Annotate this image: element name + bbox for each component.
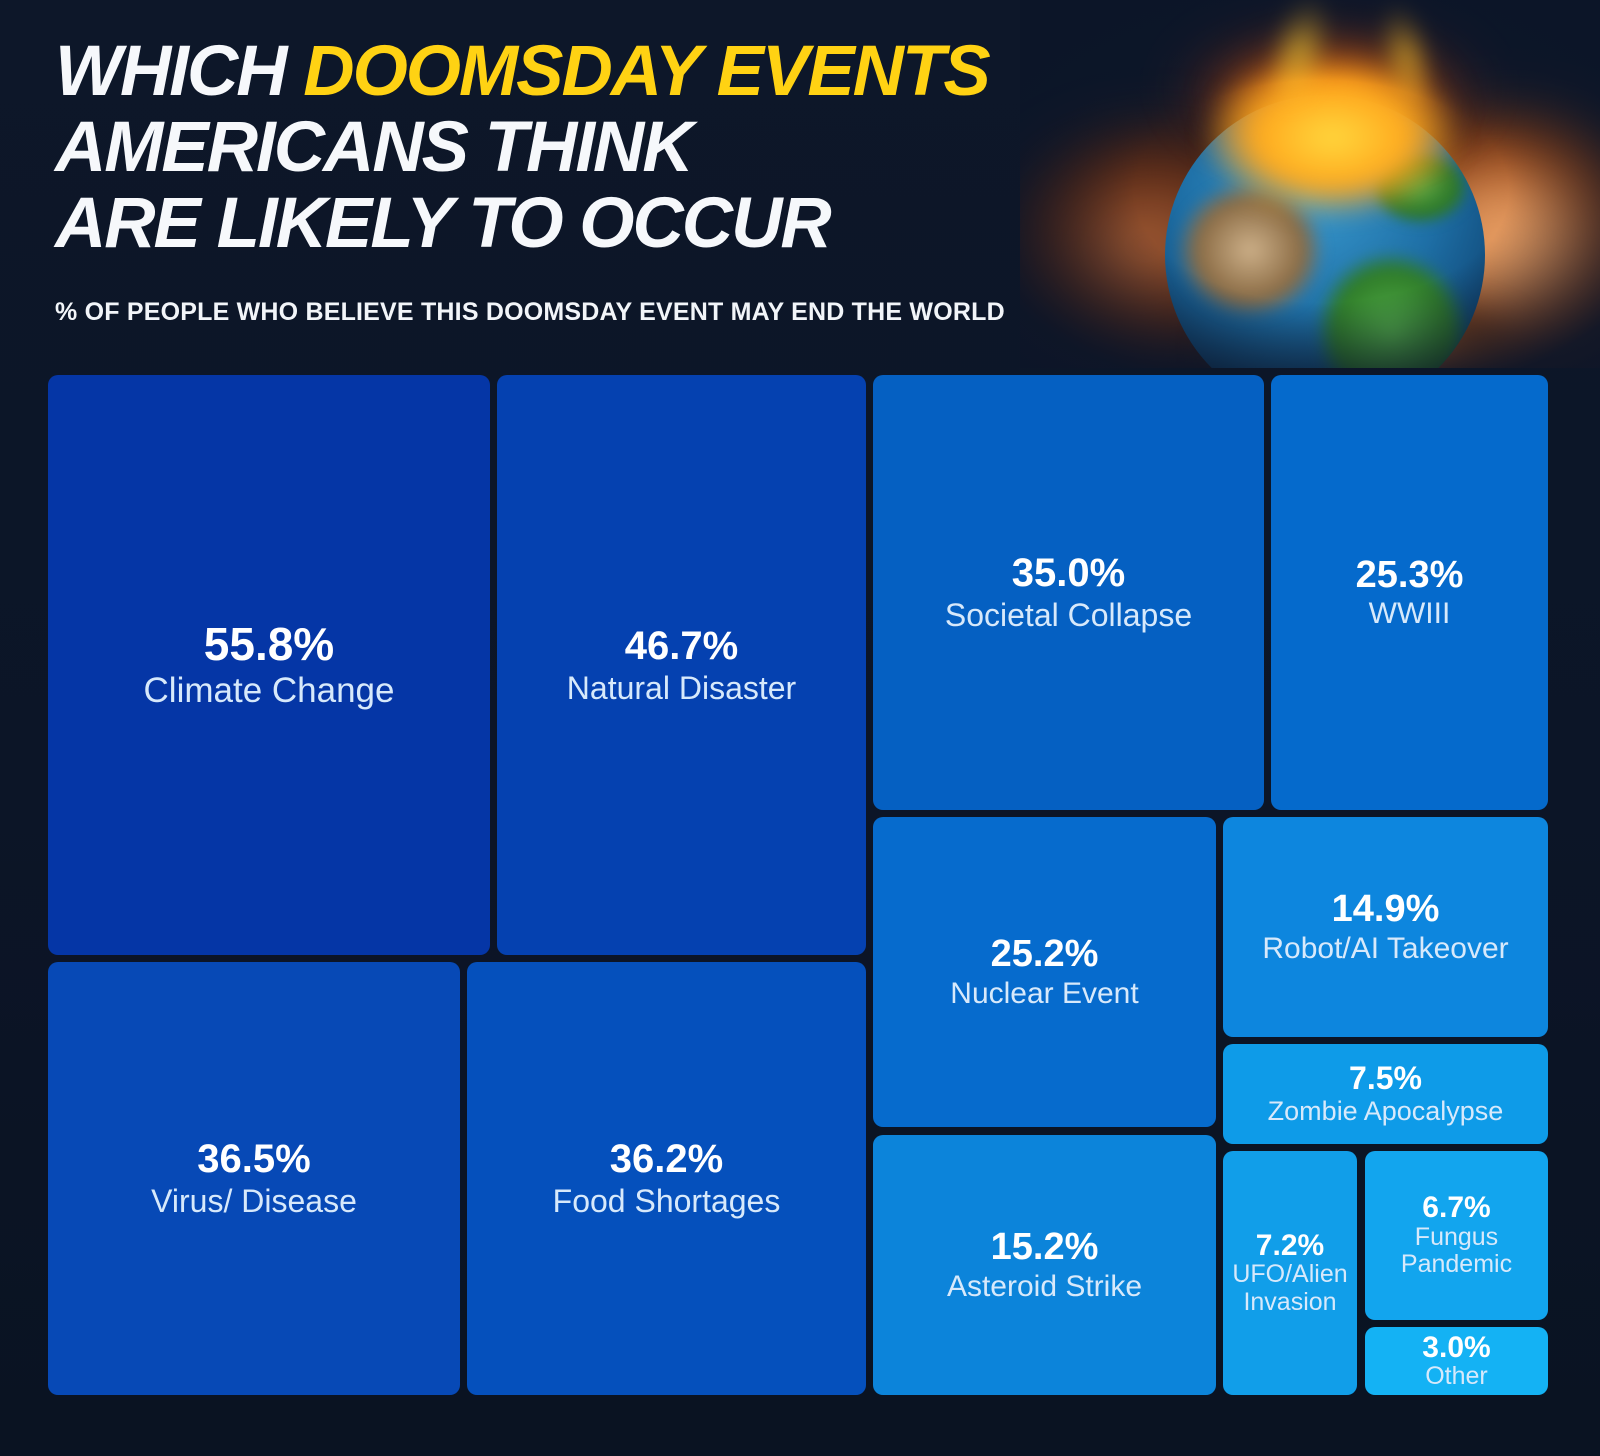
treemap-tile-ufo-alien-invasion: 7.2% UFO/Alien Invasion — [1223, 1151, 1357, 1395]
treemap-tile-natural-disaster: 46.7% Natural Disaster — [497, 375, 866, 955]
tile-value: 7.5% — [1349, 1059, 1422, 1096]
treemap-tile-wwiii: 25.3% WWIII — [1271, 375, 1548, 810]
tile-label: Zombie Apocalypse — [1267, 1096, 1504, 1127]
tile-value: 15.2% — [990, 1226, 1099, 1269]
treemap-tile-asteroid-strike: 15.2% Asteroid Strike — [873, 1135, 1216, 1395]
title-line-3: Are Likely To Occur — [55, 184, 832, 263]
header: Which Doomsday Events Americans Think Ar… — [55, 34, 1055, 327]
tile-value: 3.0% — [1422, 1330, 1491, 1364]
tile-value: 7.2% — [1255, 1228, 1325, 1262]
title-highlight-doomsday-events: Doomsday Events — [303, 32, 990, 111]
tile-value: 14.9% — [1331, 888, 1440, 931]
vignette-overlay — [1020, 0, 1600, 368]
page-title: Which Doomsday Events Americans Think Ar… — [55, 34, 1055, 262]
title-line-2: Americans Think — [55, 108, 694, 187]
tile-value: 36.2% — [609, 1137, 724, 1182]
treemap-tile-fungus-pandemic: 6.7% Fungus Pandemic — [1365, 1151, 1548, 1320]
tile-label: Food Shortages — [552, 1183, 781, 1220]
tile-label: Robot/AI Takeover — [1262, 931, 1509, 965]
chart-subtitle: % of people who believe this doomsday ev… — [55, 298, 1005, 326]
tile-label: Fungus Pandemic — [1400, 1222, 1513, 1279]
treemap-tile-societal-collapse: 35.0% Societal Collapse — [873, 375, 1264, 810]
tile-label: Nuclear Event — [950, 976, 1139, 1010]
tile-label: Societal Collapse — [944, 597, 1193, 634]
tile-label: Other — [1425, 1362, 1488, 1390]
tile-label: Climate Change — [143, 671, 395, 711]
treemap-tile-food-shortages: 36.2% Food Shortages — [467, 962, 866, 1395]
treemap: 55.8% Climate Change 46.7% Natural Disaster… — [48, 375, 1548, 1395]
tile-value: 35.0% — [1011, 551, 1126, 596]
treemap-tile-virus-disease: 36.5% Virus/ Disease — [48, 962, 460, 1395]
treemap-tile-nuclear-event: 25.2% Nuclear Event — [873, 817, 1216, 1127]
tile-label: Natural Disaster — [566, 669, 797, 706]
treemap-tile-climate-change: 55.8% Climate Change — [48, 375, 490, 955]
title-line-1: Which Doomsday Events — [55, 32, 991, 111]
treemap-tile-robot-ai-takeover: 14.9% Robot/AI Takeover — [1223, 817, 1548, 1037]
tile-value: 6.7% — [1422, 1191, 1491, 1225]
tile-value: 36.5% — [197, 1137, 311, 1182]
tile-label: WWIII — [1368, 597, 1451, 631]
tile-label: Virus/ Disease — [151, 1183, 357, 1220]
tile-value: 25.3% — [1355, 553, 1464, 596]
title-word-which: Which — [55, 32, 304, 111]
tile-value: 55.8% — [203, 617, 335, 670]
tile-label: Asteroid Strike — [946, 1269, 1143, 1303]
treemap-tile-zombie-apocalypse: 7.5% Zombie Apocalypse — [1223, 1044, 1548, 1144]
treemap-tile-other: 3.0% Other — [1365, 1327, 1548, 1395]
burning-earth-image — [1020, 0, 1600, 368]
tile-value: 25.2% — [990, 933, 1099, 976]
tile-value: 46.7% — [624, 623, 739, 668]
tile-label: UFO/Alien Invasion — [1232, 1260, 1348, 1316]
